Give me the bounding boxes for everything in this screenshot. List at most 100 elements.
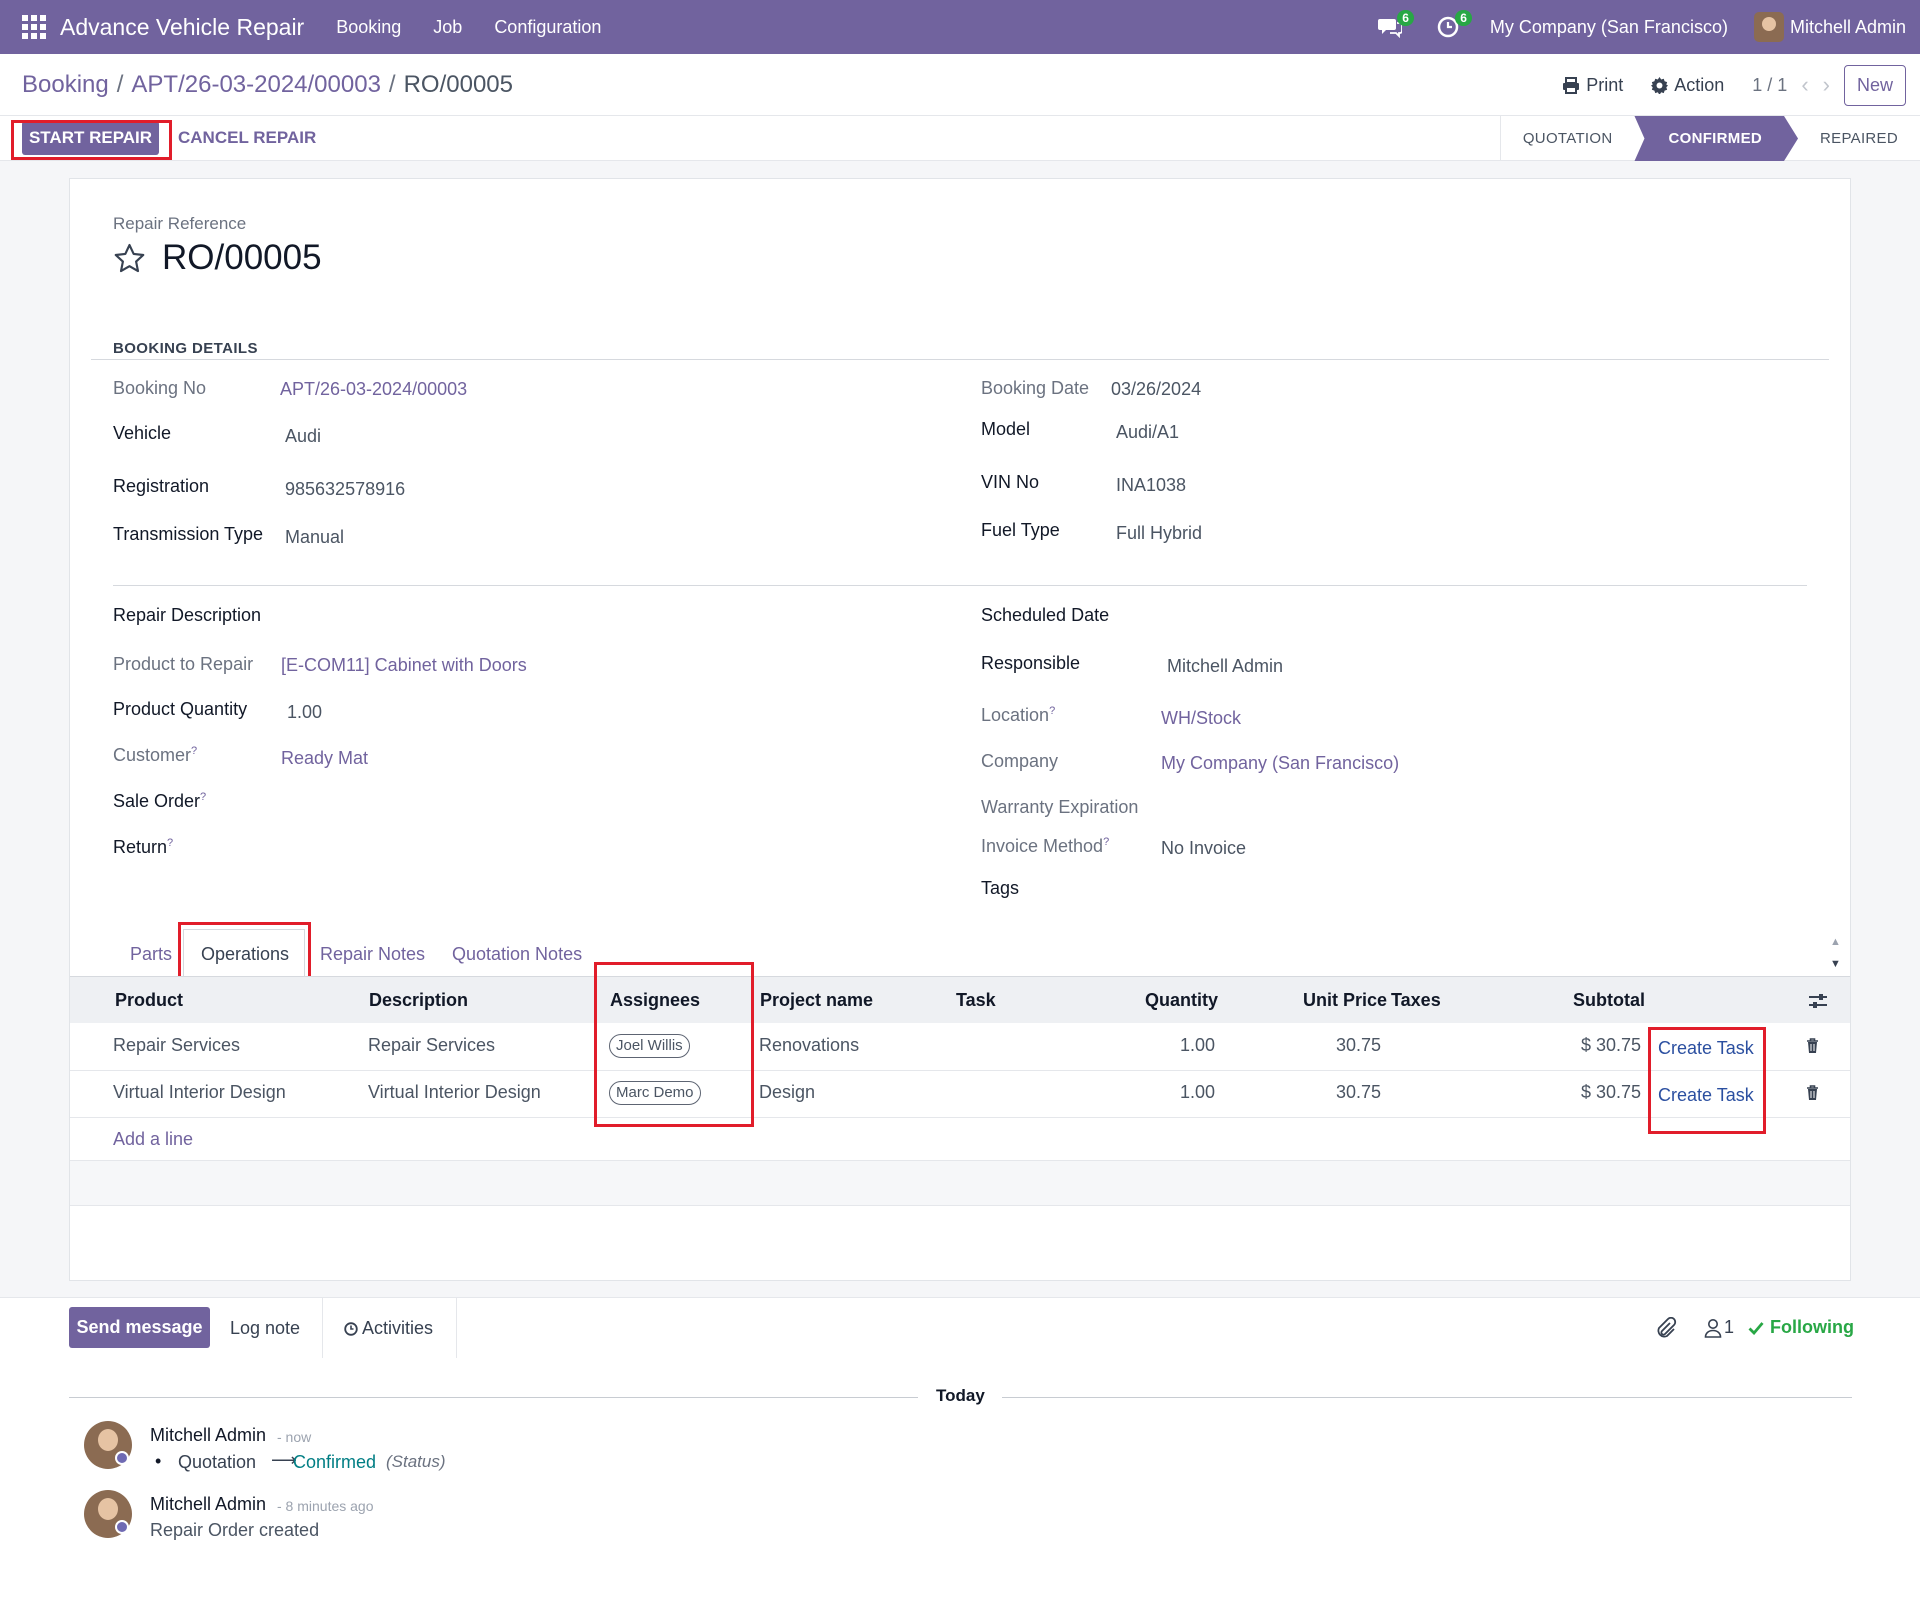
- tab-parts[interactable]: Parts: [130, 944, 173, 964]
- section-divider: [91, 359, 1829, 360]
- customer-label: Customer?: [113, 745, 198, 765]
- trash-icon[interactable]: [1806, 1038, 1819, 1054]
- row-divider: [70, 1117, 1850, 1118]
- product-to-repair-label: Product to Repair: [113, 654, 254, 674]
- print-button[interactable]: Print: [1562, 75, 1623, 96]
- customer-help-icon[interactable]: ?: [191, 745, 198, 757]
- breadcrumb: Booking / APT/26-03-2024/00003/RO/00005: [22, 70, 513, 98]
- cell-description[interactable]: Repair Services: [368, 1035, 496, 1055]
- menu-job[interactable]: Job: [433, 16, 463, 37]
- cancel-repair-button[interactable]: CANCEL REPAIR: [178, 128, 317, 147]
- vehicle-value[interactable]: Audi: [285, 426, 322, 446]
- messages-button[interactable]: 6: [1374, 0, 1414, 54]
- cell-quantity[interactable]: 1.00: [1179, 1082, 1215, 1102]
- tab-repair-notes[interactable]: Repair Notes: [320, 944, 426, 964]
- user-avatar[interactable]: [1753, 12, 1784, 42]
- activities-button-chatter[interactable]: Activities: [344, 1318, 433, 1339]
- trash-icon[interactable]: [1806, 1085, 1819, 1101]
- scroll-down-icon[interactable]: ▼: [1830, 958, 1841, 970]
- column-header-task[interactable]: Task: [956, 990, 996, 1010]
- column-header-quantity[interactable]: Quantity: [1145, 990, 1219, 1010]
- column-header-description[interactable]: Description: [369, 990, 469, 1010]
- cell-unit-price[interactable]: 30.75: [1335, 1035, 1381, 1055]
- menu-booking[interactable]: Booking: [336, 16, 402, 37]
- action-button[interactable]: Action: [1651, 75, 1724, 96]
- booking-date-value[interactable]: 03/26/2024: [1111, 379, 1202, 399]
- cell-unit-price[interactable]: 30.75: [1335, 1082, 1381, 1102]
- cell-description[interactable]: Virtual Interior Design: [368, 1082, 541, 1102]
- paperclip-icon[interactable]: [1655, 1317, 1677, 1339]
- location-link[interactable]: WH/Stock: [1161, 708, 1242, 728]
- booking-no-link[interactable]: APT/26-03-2024/00003: [280, 379, 468, 399]
- company-link[interactable]: My Company (San Francisco): [1161, 753, 1400, 773]
- breadcrumb-booking[interactable]: Booking: [22, 70, 109, 98]
- cell-product[interactable]: Virtual Interior Design: [113, 1082, 286, 1102]
- add-line-button[interactable]: Add a line: [113, 1129, 194, 1149]
- breadcrumb-appointment[interactable]: APT/26-03-2024/00003: [131, 70, 381, 98]
- stage-quotation[interactable]: QUOTATION: [1499, 116, 1635, 161]
- new-button[interactable]: New: [1843, 64, 1906, 106]
- app-title[interactable]: Advance Vehicle Repair: [60, 13, 305, 40]
- cell-quantity[interactable]: 1.00: [1179, 1035, 1215, 1055]
- pager-value[interactable]: 1 / 1: [1752, 74, 1788, 95]
- location-label: Location?: [981, 705, 1056, 725]
- sale-order-help-icon[interactable]: ?: [200, 791, 207, 803]
- product-quantity-label: Product Quantity: [113, 699, 248, 719]
- model-value[interactable]: Audi/A1: [1116, 422, 1180, 442]
- cell-project-name[interactable]: Renovations: [759, 1035, 860, 1055]
- menu-configuration[interactable]: Configuration: [494, 16, 602, 37]
- fuel-type-value[interactable]: Full Hybrid: [1116, 523, 1203, 543]
- assignee-tag[interactable]: Joel Willis: [609, 1034, 690, 1058]
- stage-confirmed[interactable]: CONFIRMED: [1634, 116, 1798, 161]
- assignee-tag[interactable]: Marc Demo: [609, 1081, 701, 1105]
- stage-repaired[interactable]: REPAIRED: [1820, 130, 1898, 147]
- star-icon[interactable]: [113, 243, 146, 274]
- today-separator: Today: [936, 1386, 985, 1405]
- customer-link[interactable]: Ready Mat: [281, 748, 369, 768]
- invoice-method-help-icon[interactable]: ?: [1103, 836, 1110, 848]
- column-header-unit-price[interactable]: Unit Price: [1303, 990, 1388, 1010]
- column-header-product[interactable]: Product: [115, 990, 184, 1010]
- followers-button[interactable]: 1: [1704, 1317, 1734, 1338]
- invoice-method-value[interactable]: No Invoice: [1161, 838, 1247, 858]
- return-help-icon[interactable]: ?: [167, 837, 174, 849]
- pager-next-icon[interactable]: ›: [1822, 72, 1830, 97]
- user-menu[interactable]: Mitchell Admin: [1789, 16, 1906, 37]
- tab-operations[interactable]: Operations: [201, 944, 290, 964]
- tab-quotation-notes[interactable]: Quotation Notes: [452, 944, 583, 964]
- send-message-button[interactable]: Send message: [69, 1307, 210, 1348]
- column-header-subtotal[interactable]: Subtotal: [1573, 990, 1645, 1010]
- product-to-repair-link[interactable]: [E-COM11] Cabinet with Doors: [281, 655, 527, 675]
- message-author-avatar[interactable]: [84, 1421, 132, 1469]
- fuel-type-label: Fuel Type: [981, 520, 1060, 540]
- apps-menu-icon[interactable]: [22, 15, 46, 39]
- company-switcher[interactable]: My Company (San Francisco): [1489, 16, 1728, 37]
- create-task-button[interactable]: Create Task: [1658, 1038, 1754, 1058]
- vin-value[interactable]: INA1038: [1116, 475, 1187, 495]
- registration-value[interactable]: 985632578916: [285, 479, 406, 499]
- location-help-icon[interactable]: ?: [1049, 705, 1056, 717]
- optional-columns-icon[interactable]: [1808, 993, 1828, 1009]
- transmission-value[interactable]: Manual: [285, 527, 345, 547]
- online-status-icon: [115, 1451, 129, 1465]
- cell-project-name[interactable]: Design: [759, 1082, 816, 1102]
- create-task-button[interactable]: Create Task: [1658, 1085, 1754, 1105]
- message-author[interactable]: Mitchell Admin: [150, 1425, 267, 1445]
- column-header-project-name[interactable]: Project name: [760, 990, 874, 1010]
- responsible-value[interactable]: Mitchell Admin: [1167, 656, 1284, 676]
- activities-button[interactable]: 6: [1432, 0, 1472, 54]
- column-header-assignees[interactable]: Assignees: [610, 990, 701, 1010]
- message-author-avatar[interactable]: [84, 1490, 132, 1538]
- message-author[interactable]: Mitchell Admin: [150, 1494, 267, 1514]
- following-button[interactable]: Following: [1748, 1317, 1854, 1338]
- log-note-button[interactable]: Log note: [230, 1318, 301, 1338]
- scroll-up-icon[interactable]: ▲: [1830, 936, 1841, 948]
- tracking-new-value: Confirmed: [293, 1452, 377, 1472]
- pager-previous-icon[interactable]: ‹: [1801, 72, 1809, 97]
- column-header-taxes[interactable]: Taxes: [1391, 990, 1441, 1010]
- product-quantity-value[interactable]: 1.00: [287, 702, 323, 722]
- action-label: Action: [1674, 74, 1725, 95]
- start-repair-button[interactable]: START REPAIR: [22, 121, 159, 155]
- arrow-right-icon: ⟶: [271, 1450, 297, 1470]
- cell-product[interactable]: Repair Services: [113, 1035, 241, 1055]
